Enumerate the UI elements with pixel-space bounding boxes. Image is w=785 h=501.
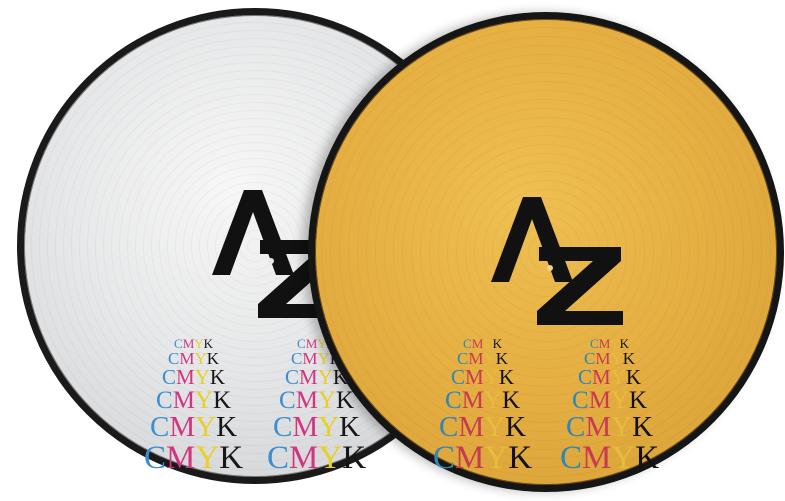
gold-picture-disc: CMYK CMYK CMYK CMYK CMYK CMYK CMYK CMYK … <box>308 12 784 492</box>
cmyk-stack-left: CMYK CMYK CMYK CMYK CMYK CMYK <box>433 336 533 476</box>
az-logo <box>491 197 623 325</box>
cmyk-stack-left: CMYK CMYK CMYK CMYK CMYK CMYK <box>144 336 244 476</box>
cmyk-stack-right: CMYK CMYK CMYK CMYK CMYK CMYK <box>560 336 660 476</box>
